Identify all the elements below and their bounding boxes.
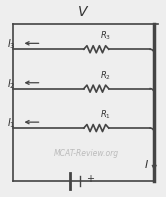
Text: $I_2$: $I_2$ <box>7 77 15 91</box>
Text: +: + <box>86 174 94 184</box>
Text: $I_1$: $I_1$ <box>7 116 15 130</box>
Text: $I_3$: $I_3$ <box>7 37 15 51</box>
Text: $I$: $I$ <box>144 158 149 169</box>
Text: $R_1$: $R_1$ <box>100 109 111 121</box>
Text: $R_2$: $R_2$ <box>100 69 111 82</box>
Text: MCAT-Review.org: MCAT-Review.org <box>54 149 119 158</box>
Text: V: V <box>78 5 88 19</box>
Text: $R_3$: $R_3$ <box>100 30 111 42</box>
